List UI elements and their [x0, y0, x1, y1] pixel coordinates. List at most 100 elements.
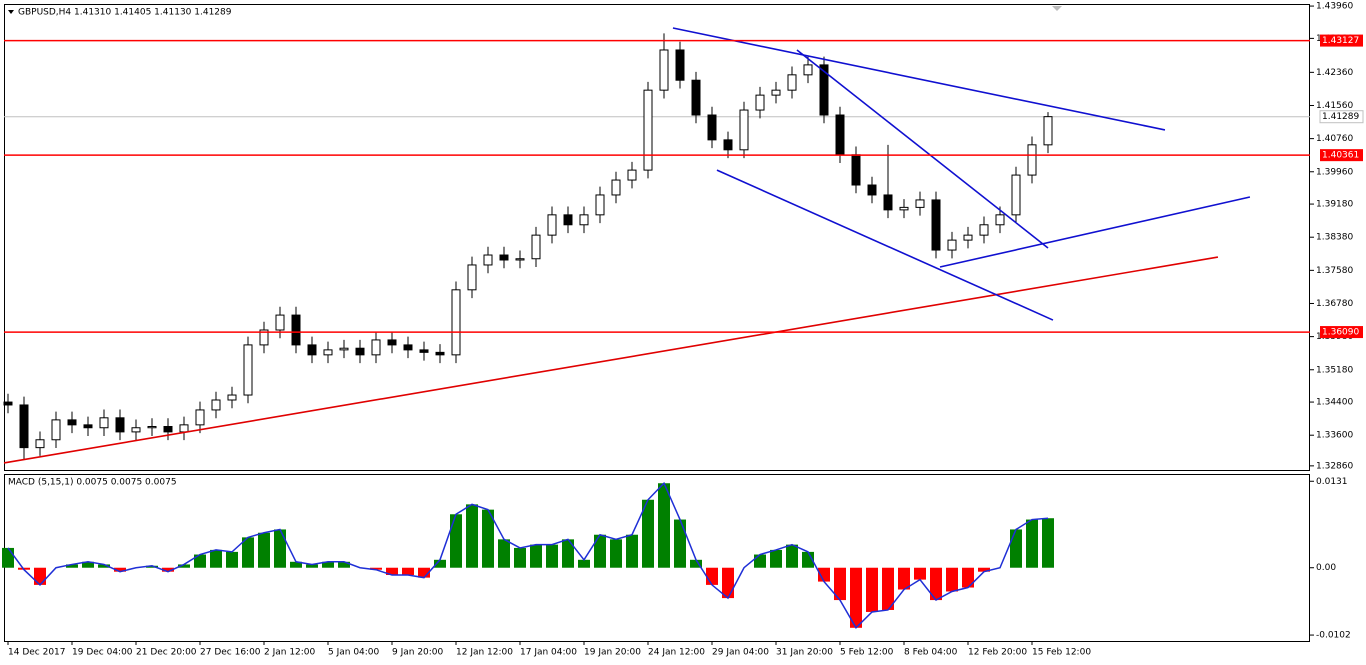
candle-body — [915, 199, 925, 208]
candle-body — [355, 347, 365, 356]
x-tick-label: 19 Jan 20:00 — [584, 648, 641, 658]
macd-bar — [882, 567, 894, 610]
macd-bar — [466, 504, 478, 568]
candle-body — [371, 339, 381, 356]
macd-bar — [114, 567, 126, 572]
macd-bar — [178, 564, 190, 568]
candle-body — [787, 74, 797, 91]
macd-bar — [930, 567, 942, 601]
x-tick-label: 12 Jan 12:00 — [456, 648, 513, 658]
macd-bar — [626, 534, 638, 568]
candle-body — [739, 109, 749, 151]
symbol-header: GBPUSD,H4 1.41310 1.41405 1.41130 1.4128… — [18, 8, 232, 18]
candle-body — [291, 314, 301, 346]
x-tick-label: 5 Feb 12:00 — [840, 648, 894, 658]
x-tick-label: 15 Feb 12:00 — [1032, 648, 1091, 658]
macd-bar — [274, 529, 286, 568]
candle-body — [627, 169, 637, 181]
x-tick-label: 21 Dec 20:00 — [136, 648, 197, 658]
candle-body — [499, 254, 509, 261]
macd-bar — [482, 509, 494, 568]
candle-body — [35, 439, 45, 449]
macd-bar — [1042, 518, 1054, 568]
y-tick-label: 1.40760 — [1316, 134, 1353, 144]
candle-body — [467, 264, 477, 291]
y-tick-label: -0.0102 — [1316, 631, 1351, 641]
macd-bar — [978, 567, 990, 572]
x-tick-label: 12 Feb 20:00 — [968, 648, 1027, 658]
candle-body — [979, 224, 989, 236]
x-tick-label: 5 Jan 04:00 — [328, 648, 380, 658]
macd-bar — [258, 532, 270, 568]
x-tick-label: 8 Feb 04:00 — [904, 648, 958, 658]
x-tick-label: 14 Dec 2017 — [8, 648, 66, 658]
y-tick-label: 1.33600 — [1316, 431, 1353, 441]
candle-body — [1027, 144, 1037, 176]
macd-bar — [834, 567, 846, 601]
shift-marker[interactable] — [1052, 6, 1062, 11]
macd-bar — [322, 561, 334, 568]
candle-body — [307, 344, 317, 356]
macd-bar — [498, 539, 510, 568]
macd-bar — [162, 567, 174, 572]
candle-body — [83, 424, 93, 429]
candle-body — [259, 329, 269, 346]
y-tick-label: 1.37580 — [1316, 266, 1353, 276]
candle-body — [99, 417, 109, 429]
macd-bar — [706, 567, 718, 585]
macd-bar — [34, 567, 46, 585]
macd-bar — [242, 537, 254, 568]
menu-arrow[interactable] — [8, 10, 14, 14]
macd-header: MACD (5,15,1) 0.0075 0.0075 0.0075 — [8, 478, 177, 488]
candle-body — [243, 344, 253, 396]
macd-bar — [1010, 529, 1022, 568]
candle-body — [819, 64, 829, 116]
macd-bar — [850, 567, 862, 628]
candle-body — [195, 409, 205, 426]
macd-bar — [914, 567, 926, 580]
candle-body — [723, 139, 733, 151]
trend-line — [716, 169, 1054, 321]
macd-bar — [146, 565, 158, 568]
macd-bar — [2, 547, 14, 568]
candle-body — [147, 426, 157, 429]
macd-bar — [1026, 519, 1038, 568]
y-tick-label: 1.43960 — [1316, 2, 1353, 12]
candle-body — [387, 339, 397, 346]
y-tick-label: 0.00 — [1316, 563, 1336, 573]
y-tick-label: 1.39180 — [1316, 200, 1353, 210]
macd-bar — [514, 547, 526, 568]
macd-bar — [226, 551, 238, 568]
y-tick-label: 0.0131 — [1316, 477, 1348, 487]
macd-bar — [658, 483, 670, 568]
candle-body — [1043, 116, 1053, 146]
macd-bar — [866, 567, 878, 612]
y-tick-label: 1.32860 — [1316, 461, 1353, 471]
candle-body — [707, 114, 717, 141]
macd-bar — [898, 567, 910, 590]
candle-body — [227, 394, 237, 401]
y-tick-label: 1.39960 — [1316, 167, 1353, 177]
x-tick-label: 29 Jan 04:00 — [712, 648, 769, 658]
trend-line — [672, 27, 1166, 131]
y-tick-label: 1.34400 — [1316, 398, 1353, 408]
macd-line — [7, 481, 1049, 630]
candle-body — [275, 314, 285, 331]
y-tick-label: 1.35180 — [1316, 365, 1353, 375]
trend-line — [3, 256, 1219, 464]
x-tick-label: 2 Jan 12:00 — [264, 648, 316, 658]
candle-body — [563, 214, 573, 226]
macd-bar — [338, 561, 350, 568]
level-tag-label: 1.43127 — [1322, 36, 1359, 46]
macd-bar — [578, 559, 590, 568]
candle-body — [595, 194, 605, 216]
macd-bar — [210, 549, 222, 568]
candle-body — [755, 94, 765, 111]
candle-body — [323, 349, 333, 356]
candle-body — [851, 154, 861, 186]
price-panel — [4, 4, 1310, 471]
macd-bar — [546, 544, 558, 568]
candle-body — [403, 344, 413, 351]
x-tick-label: 24 Jan 12:00 — [648, 648, 705, 658]
candle-body — [835, 114, 845, 156]
